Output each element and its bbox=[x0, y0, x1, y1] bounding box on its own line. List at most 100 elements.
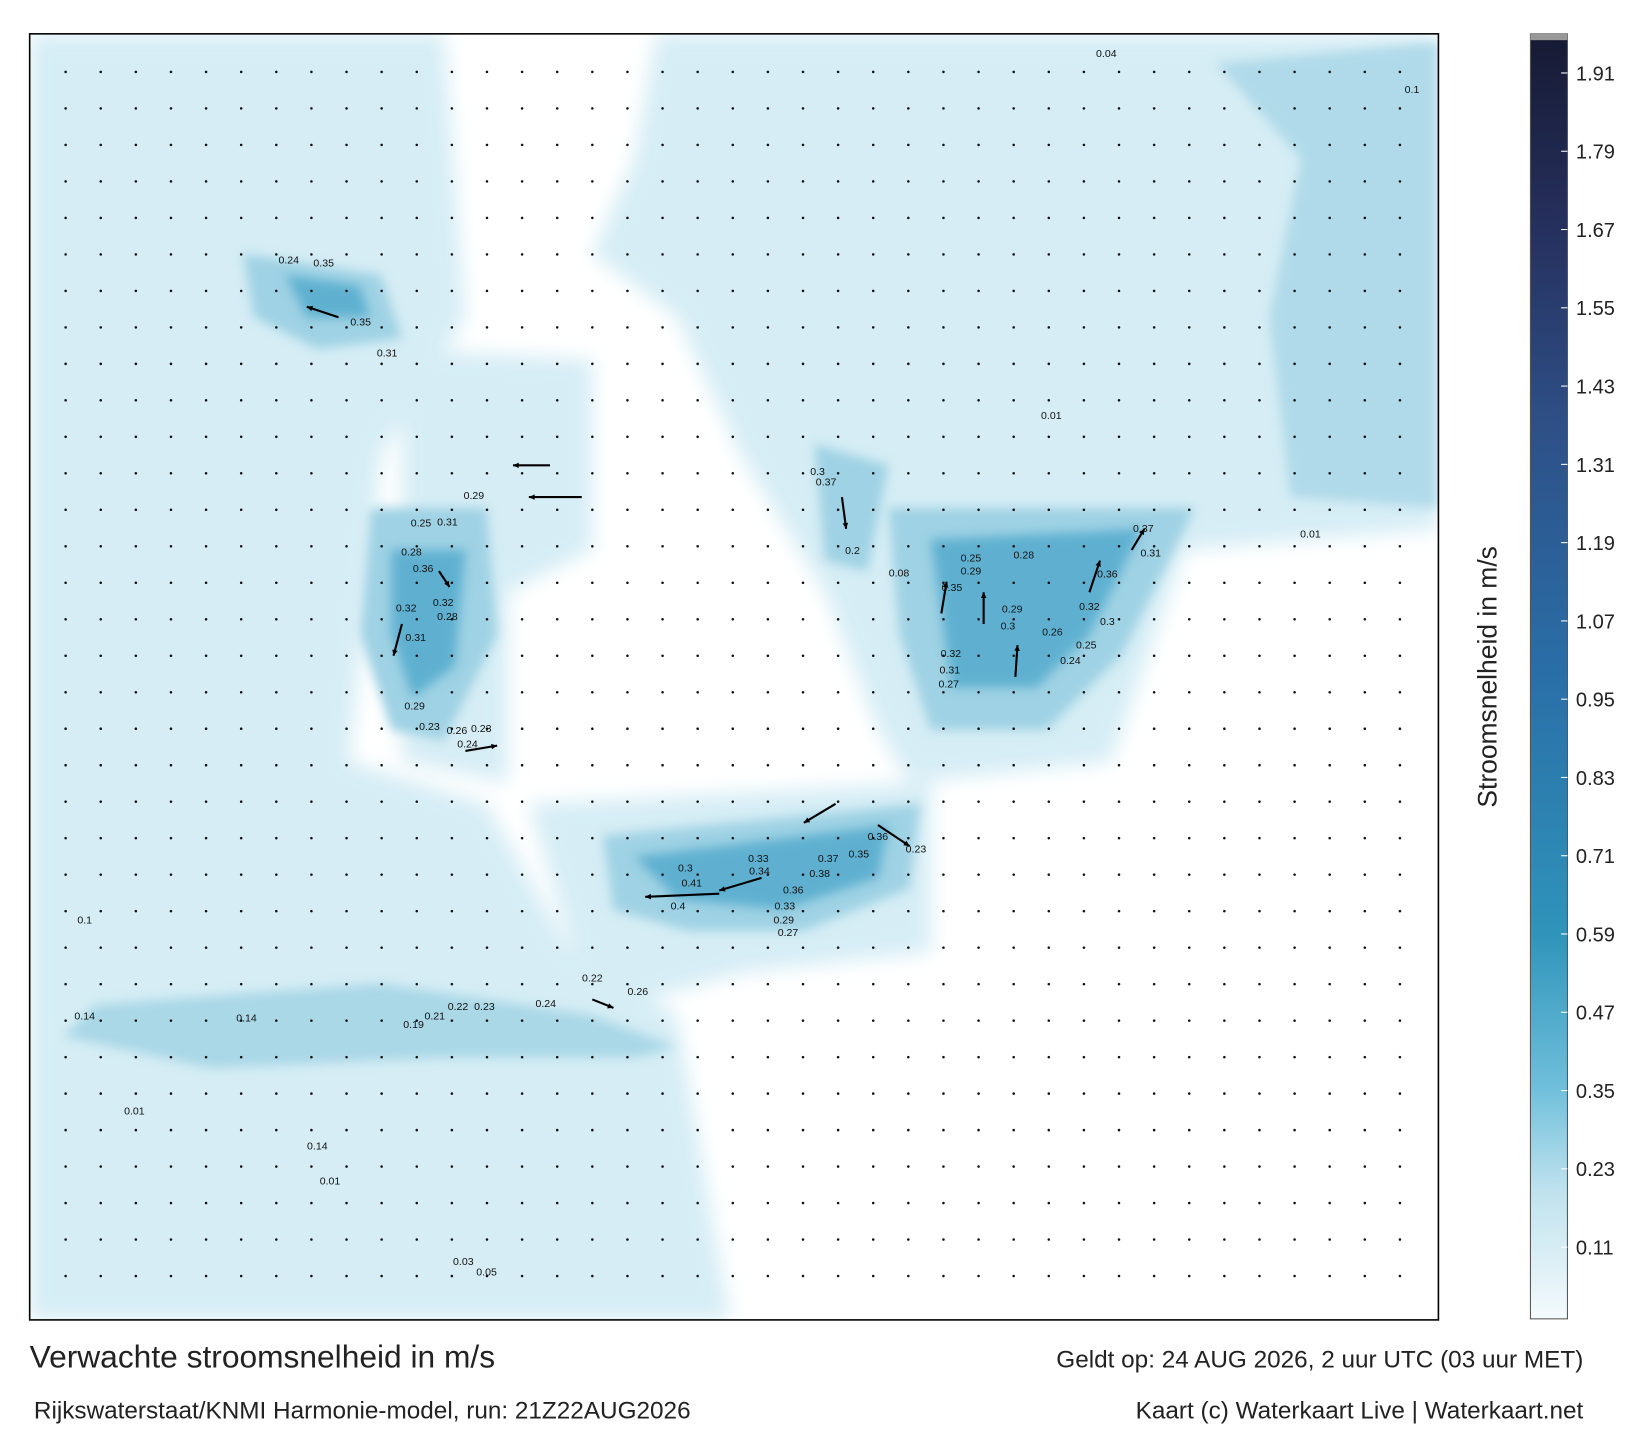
grid-dot bbox=[1152, 1238, 1156, 1241]
grid-dot bbox=[871, 1165, 875, 1168]
grid-dot bbox=[134, 1274, 138, 1278]
grid-dot bbox=[696, 362, 699, 366]
grid-dot bbox=[942, 216, 945, 220]
grid-dot bbox=[415, 143, 419, 147]
grid-dot bbox=[310, 399, 313, 402]
grid-dot bbox=[1363, 1238, 1367, 1241]
grid-dot bbox=[696, 1238, 699, 1241]
grid-dot bbox=[1398, 1201, 1402, 1205]
grid-dot bbox=[1293, 1165, 1296, 1168]
grid-dot bbox=[485, 1092, 489, 1095]
grid-dot bbox=[555, 690, 559, 694]
grid-dot bbox=[1012, 70, 1015, 74]
grid-dot bbox=[450, 873, 454, 876]
flow-arrow bbox=[803, 802, 837, 824]
colorbar-tick-label: 1.91 bbox=[1576, 63, 1615, 85]
grid-dot bbox=[169, 544, 173, 548]
grid-dot bbox=[450, 399, 454, 402]
grid-dot bbox=[1047, 1055, 1051, 1059]
colorbar-scale bbox=[1529, 33, 1568, 1320]
speed-label: 0.25 bbox=[411, 518, 432, 530]
grid-dot bbox=[1187, 1201, 1191, 1205]
grid-dot bbox=[239, 253, 243, 256]
grid-dot bbox=[801, 289, 805, 293]
speed-label: 0.28 bbox=[437, 611, 458, 623]
grid-dot bbox=[555, 143, 559, 147]
grid-dot bbox=[801, 946, 805, 949]
grid-dot bbox=[1047, 472, 1051, 475]
grid-dot bbox=[169, 1274, 173, 1278]
grid-dot bbox=[801, 70, 805, 74]
grid-dot bbox=[99, 1165, 103, 1168]
grid-dot bbox=[415, 1238, 419, 1241]
grid-dot bbox=[520, 836, 524, 840]
grid-dot bbox=[555, 946, 559, 949]
grid-dot bbox=[626, 289, 629, 293]
speed-label: 0.01 bbox=[1041, 410, 1062, 422]
grid-dot bbox=[1223, 143, 1226, 147]
grid-dot bbox=[1047, 544, 1051, 548]
grid-dot bbox=[1082, 946, 1086, 949]
grid-dot bbox=[871, 1238, 875, 1241]
grid-dot bbox=[345, 1274, 348, 1278]
grid-dot bbox=[415, 1055, 419, 1059]
grid-dot bbox=[169, 690, 173, 694]
grid-dot bbox=[204, 107, 208, 110]
grid-dot bbox=[1012, 1055, 1015, 1059]
grid-dot bbox=[380, 1092, 383, 1095]
grid-dot bbox=[1082, 472, 1086, 475]
grid-dot bbox=[907, 1055, 910, 1059]
grid-dot bbox=[977, 143, 980, 147]
grid-dot bbox=[1398, 326, 1402, 329]
grid-dot bbox=[1363, 1128, 1367, 1132]
speed-label: 0.24 bbox=[457, 739, 478, 751]
grid-dot bbox=[1223, 326, 1226, 329]
grid-dot bbox=[1012, 143, 1015, 147]
grid-dot bbox=[275, 362, 278, 366]
grid-dot bbox=[1117, 1092, 1121, 1095]
grid-dot bbox=[310, 909, 313, 913]
speed-label: 0.31 bbox=[405, 632, 426, 644]
grid-dot bbox=[626, 362, 629, 366]
grid-dot bbox=[871, 1055, 875, 1059]
grid-dot bbox=[310, 289, 313, 293]
grid-dot bbox=[64, 982, 67, 986]
grid-dot bbox=[1152, 544, 1156, 548]
grid-dot bbox=[1082, 763, 1086, 767]
grid-dot bbox=[1047, 581, 1051, 585]
grid-dot bbox=[871, 289, 875, 293]
speed-label: 0.35 bbox=[350, 317, 371, 329]
grid-dot bbox=[380, 107, 383, 110]
grid-dot bbox=[64, 544, 67, 548]
grid-dot bbox=[977, 326, 980, 329]
grid-dot bbox=[204, 1128, 208, 1132]
grid-dot bbox=[1293, 1274, 1296, 1278]
grid-dot bbox=[134, 508, 138, 512]
grid-dot bbox=[1082, 435, 1086, 439]
grid-dot bbox=[169, 472, 173, 475]
grid-dot bbox=[801, 1238, 805, 1241]
grid-dot bbox=[380, 362, 383, 366]
grid-dot bbox=[99, 873, 103, 876]
speed-label: 0.26 bbox=[447, 725, 468, 737]
grid-dot bbox=[134, 1201, 138, 1205]
grid-dot bbox=[1398, 800, 1402, 803]
grid-dot bbox=[204, 654, 208, 657]
grid-dot bbox=[485, 1201, 489, 1205]
grid-dot bbox=[310, 180, 313, 183]
grid-dot bbox=[134, 873, 138, 876]
grid-dot bbox=[836, 362, 840, 366]
grid-dot bbox=[696, 727, 699, 730]
grid-dot bbox=[204, 544, 208, 548]
grid-dot bbox=[626, 1092, 629, 1095]
grid-dot bbox=[64, 946, 67, 949]
grid-dot bbox=[1117, 289, 1121, 293]
grid-dot bbox=[345, 1201, 348, 1205]
grid-dot bbox=[1398, 399, 1402, 402]
speed-label: 0.24 bbox=[279, 254, 300, 266]
grid-dot bbox=[1258, 326, 1261, 329]
grid-dot bbox=[731, 180, 735, 183]
flow-arrowhead bbox=[1139, 528, 1145, 536]
grid-dot bbox=[942, 763, 945, 767]
flow-arrowhead bbox=[607, 1003, 614, 1009]
